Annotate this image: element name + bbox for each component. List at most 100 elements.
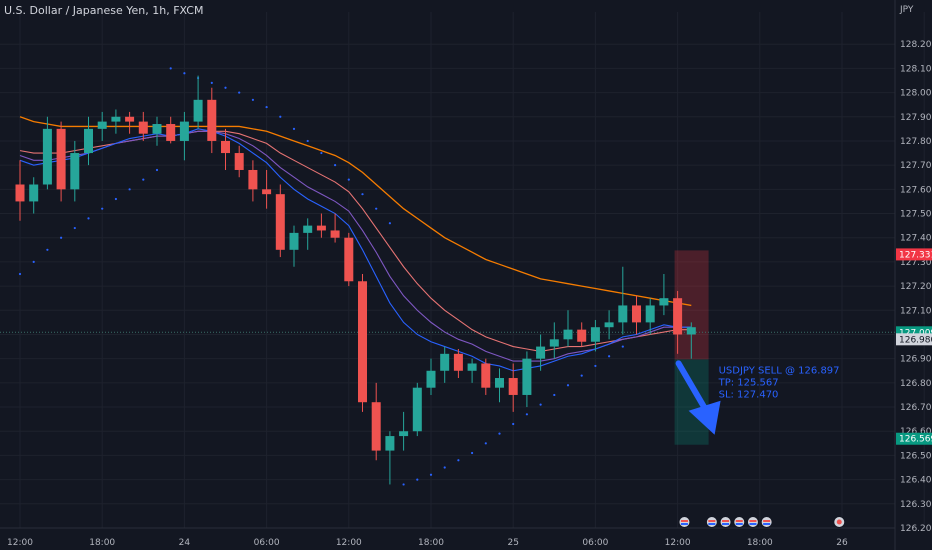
sar-dot [429, 473, 433, 476]
candle-body [645, 305, 655, 323]
x-tick-label: 06:00 [582, 538, 608, 548]
sar-dot [183, 72, 186, 75]
sar-dot [512, 422, 515, 426]
flag-stripe-icon [722, 523, 730, 525]
y-tick-label: 126.700 [900, 403, 932, 413]
candle-body [275, 194, 285, 250]
sar-dot [484, 442, 487, 445]
candle-body [111, 116, 121, 122]
candle-body [358, 281, 367, 403]
flag-stripe-icon [735, 520, 743, 522]
y-tick-label: 128.200 [900, 40, 932, 50]
candle-body [440, 353, 450, 371]
price-tag-box [896, 248, 932, 261]
y-tick-label: 126.900 [900, 355, 932, 365]
candle-body [673, 298, 683, 335]
x-tick-label: 26 [836, 538, 848, 548]
sar-dot [142, 178, 145, 181]
y-tick-label: 126.300 [900, 500, 932, 510]
sar-dot [73, 226, 76, 230]
flag-stripe-icon [680, 520, 688, 522]
y-tick-label: 127.600 [900, 185, 932, 195]
candle-body [686, 327, 696, 335]
ema-fast-line [19, 128, 692, 372]
x-tick-label: 24 [179, 538, 191, 548]
candle-body [15, 184, 25, 202]
y-tick-label: 126.500 [900, 451, 932, 461]
sar-dot [210, 81, 213, 84]
candle-body [549, 339, 559, 347]
y-tick-label: 126.200 [900, 524, 932, 534]
candle-body [426, 370, 436, 388]
y-tick-label: 127.400 [900, 234, 932, 244]
candle-body [563, 329, 573, 340]
y-tick-label: 127.700 [900, 161, 932, 171]
sar-dot [608, 355, 611, 358]
y-tick-label: 127.300 [900, 258, 932, 268]
candle-body [371, 402, 381, 451]
x-tick-label: 18:00 [747, 538, 773, 548]
candle-body [385, 436, 395, 451]
sar-dot [539, 403, 542, 406]
sar-dot [114, 197, 117, 201]
candle-body [166, 124, 176, 141]
sar-dot [224, 86, 227, 89]
ema-slow-b-line [19, 116, 692, 307]
y-tick-label: 128.000 [900, 89, 932, 99]
sar-dot [388, 222, 391, 225]
candle-body [262, 189, 272, 195]
candle-body [234, 153, 244, 170]
y-tick-label: 127.500 [900, 210, 932, 220]
trade-annotation-entry: USDJPY SELL @ 126.897 [719, 365, 840, 376]
price-tag-label: 127.009 [899, 328, 932, 338]
candle-body [70, 153, 80, 190]
flag-stripe-icon [749, 520, 757, 522]
sar-dot [580, 374, 583, 377]
sar-dot [32, 260, 35, 264]
candle-body [193, 99, 203, 122]
candle-body [659, 298, 669, 306]
candle-body [577, 329, 587, 342]
sar-dot [553, 393, 556, 397]
sar-dot [498, 432, 501, 435]
candle-body [330, 230, 340, 238]
candle-body [495, 378, 504, 388]
y-tick-label: 127.200 [900, 282, 932, 292]
candle-body [522, 358, 532, 395]
sar-dot [265, 105, 268, 109]
y-tick-label: 127.900 [900, 113, 932, 123]
sar-dot [292, 127, 296, 130]
price-tag-label: 126.569 [899, 435, 932, 445]
sar-dot [238, 91, 241, 94]
flag-stripe-icon [708, 520, 716, 522]
interval-label: 1h [152, 4, 167, 17]
price-tag-box [896, 432, 932, 445]
sar-dot [566, 384, 570, 387]
candle-body [508, 378, 518, 395]
sar-dot [60, 236, 63, 239]
trade-annotation-tp: TP: 125.567 [718, 377, 779, 388]
candle-body [412, 387, 422, 432]
sar-dot [457, 459, 460, 462]
candle-body [632, 305, 641, 323]
candle-body [138, 121, 148, 134]
sar-dot [375, 207, 378, 210]
sar-dot [87, 217, 90, 220]
sar-dot [525, 413, 529, 416]
candle-body [221, 140, 230, 154]
candle-body [84, 128, 93, 154]
x-tick-label: 12:00 [7, 538, 33, 548]
flag-stripe-icon [708, 523, 716, 525]
y-tick-label: 127.100 [900, 306, 932, 316]
candle-body [29, 184, 39, 202]
symbol-title[interactable]: U.S. Dollar / Japanese Yen, 1h, FXCM [4, 4, 204, 17]
candle-body [97, 121, 107, 129]
sar-dot [334, 164, 337, 167]
candle-body [179, 121, 189, 141]
exchange-label: FXCM [173, 4, 204, 17]
x-tick-label: 12:00 [336, 538, 362, 548]
flag-stripe-icon [763, 523, 771, 525]
trade-annotation-sl: SL: 127.470 [719, 389, 779, 400]
